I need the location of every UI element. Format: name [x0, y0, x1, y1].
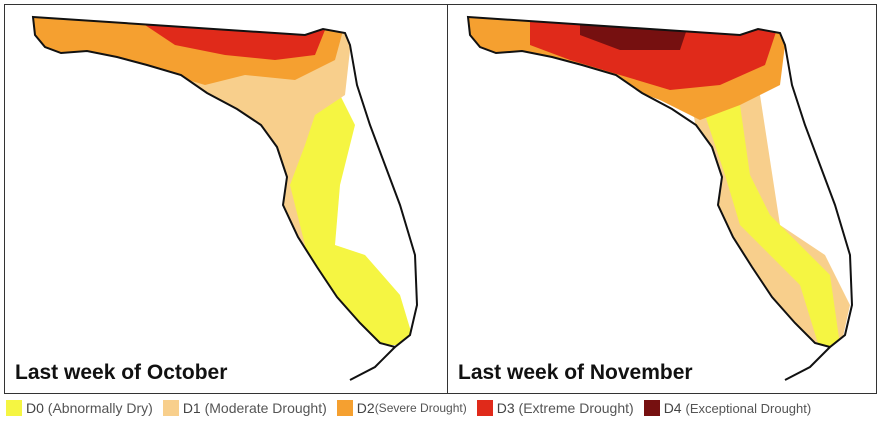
legend-code: D0 — [26, 400, 44, 416]
d4-swatch — [643, 400, 660, 416]
d0-swatch — [6, 400, 22, 416]
legend-label: (Extreme Drought) — [518, 400, 634, 416]
d0-area — [705, 105, 840, 347]
map-panel-november: Last week of November — [447, 4, 877, 394]
legend-code: D1 — [182, 400, 201, 416]
legend: D0 (Abnormally Dry) D1 (Moderate Drought… — [6, 400, 821, 416]
legend-label: (Exceptional Drought) — [685, 400, 812, 416]
legend-item-d2: D2 (Severe Drought) — [336, 400, 467, 416]
legend-item-d3: D3 (Extreme Drought) — [476, 400, 634, 416]
legend-label: (Moderate Drought) — [204, 400, 327, 416]
legend-code: D2 — [356, 400, 375, 416]
d2-swatch — [336, 400, 353, 416]
d1-swatch — [162, 400, 179, 416]
legend-item-d1: D1 (Moderate Drought) — [162, 400, 327, 416]
legend-label: (Severe Drought) — [374, 401, 467, 415]
florida-drought-map-october — [32, 16, 418, 381]
map-caption: Last week of October — [15, 361, 228, 384]
legend-item-d4: D4 (Exceptional Drought) — [643, 400, 812, 416]
florida-keys — [349, 346, 396, 381]
legend-code: D3 — [496, 400, 515, 416]
d3-swatch — [476, 400, 493, 416]
map-panel-october: Last week of October — [4, 4, 448, 394]
legend-label: (Abnormally Dry) — [47, 400, 153, 416]
legend-code: D4 — [663, 400, 682, 416]
florida-drought-map-november — [467, 16, 853, 381]
map-caption: Last week of November — [458, 361, 693, 384]
florida-keys — [784, 346, 831, 381]
legend-item-d0: D0 (Abnormally Dry) — [6, 400, 153, 416]
